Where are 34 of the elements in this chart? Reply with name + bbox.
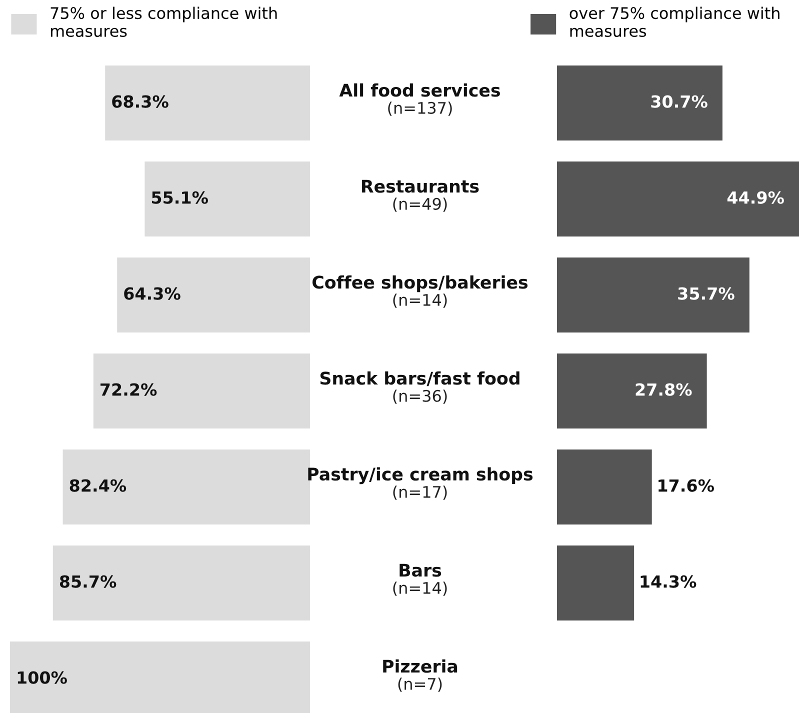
data-label: 100% [18, 671, 67, 684]
bar [117, 258, 310, 332]
bar [93, 354, 310, 428]
y-tick-label: Snack bars/fast food (n=36) [320, 371, 520, 404]
bar [144, 162, 310, 236]
bar [557, 162, 799, 236]
bar [557, 546, 634, 620]
y-tick-label: Restaurants (n=49) [362, 180, 479, 212]
data-label: 44.9% [727, 191, 784, 204]
data-label: 85.7% [60, 575, 116, 588]
data-label: 30.7% [651, 95, 708, 108]
bar [52, 546, 310, 620]
bar [557, 354, 707, 428]
data-label: 72.2% [100, 383, 157, 396]
data-label: 82.4% [70, 479, 126, 492]
legend-label: over 75% compliance with measures [570, 6, 780, 38]
y-tick-label: Coffee shops/bakeries (n=14) [312, 275, 528, 308]
bar [557, 450, 652, 524]
data-label: 35.7% [678, 287, 734, 300]
y-tick-label: Bars (n=14) [393, 564, 447, 596]
y-tick-label: All food services (n=137) [339, 83, 500, 116]
data-label: 27.8% [636, 383, 692, 396]
bar [557, 66, 722, 140]
legend-label: 75% or less compliance with measures [50, 6, 277, 38]
y-tick-label: Pastry/ice cream shops (n=17) [308, 467, 533, 500]
bar [557, 258, 750, 332]
bar [105, 66, 310, 140]
data-label: 17.6% [658, 479, 714, 492]
data-label: 14.3% [640, 575, 696, 588]
y-tick-label: Pizzeria (n=7) [383, 659, 458, 692]
data-label: 64.3% [124, 287, 180, 300]
data-label: 68.3% [112, 95, 168, 108]
data-label: 55.1% [152, 191, 208, 204]
bar [62, 450, 310, 524]
